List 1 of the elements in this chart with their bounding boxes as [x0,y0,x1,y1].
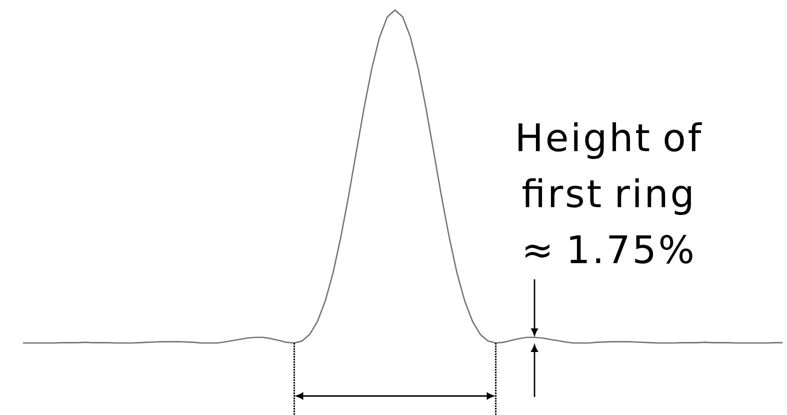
annotation: Height of first ring ≈ 1.75% [518,122,702,264]
